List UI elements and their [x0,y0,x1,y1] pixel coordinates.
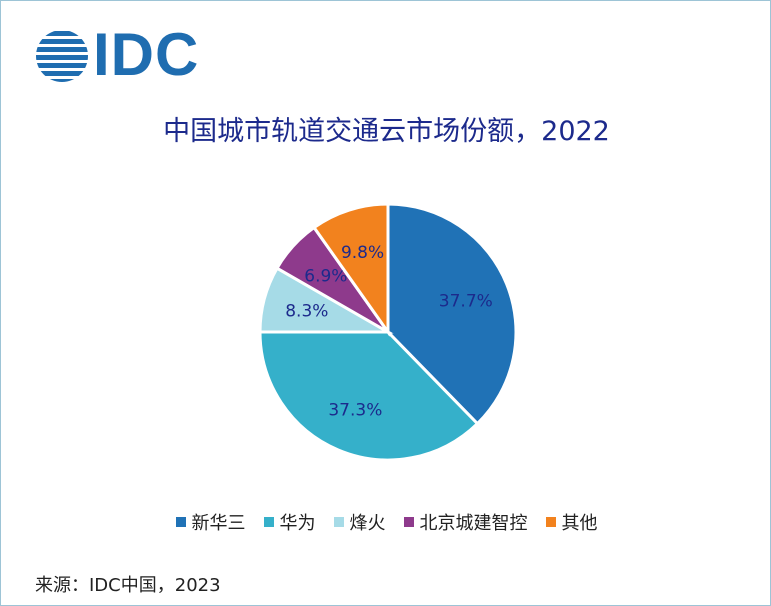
logo-text: IDC [93,21,200,88]
legend-item-1: 华为 [263,509,316,535]
chart-title: 中国城市轨道交通云市场份额，2022 [163,116,610,147]
slice-label-0: 37.7% [439,291,493,311]
pie-chart: 37.7% 37.3% 8.3% 6.9% 9.8% [258,202,518,462]
legend-swatch-1 [263,517,274,527]
legend-swatch-2 [333,517,344,527]
legend-swatch-3 [403,517,414,527]
pie-slice-1 [258,330,480,462]
legend-item-3: 北京城建智控 [403,509,528,535]
legend-swatch-0 [175,517,186,527]
legend-label-3: 北京城建智控 [419,513,528,534]
globe-icon [36,31,88,82]
legend-label-2: 烽火 [349,513,386,534]
legend-item-0: 新华三 [175,509,246,535]
legend-label-4: 其他 [561,513,598,534]
legend-label-1: 华为 [279,513,316,534]
legend-item-4: 其他 [545,509,598,535]
slice-label-1: 37.3% [328,400,382,420]
pie-slice-4 [311,202,390,337]
legend-item-2: 烽火 [333,509,386,535]
legend: 新华三 华为 烽火 北京城建智控 其他 [1,509,771,535]
slice-label-4: 9.8% [341,243,384,263]
legend-label-0: 新华三 [191,513,246,534]
pie-slice-0 [386,202,518,426]
legend-swatch-4 [545,517,556,527]
slice-label-3: 6.9% [304,266,347,286]
source-note: 来源：IDC中国，2023 [35,575,221,596]
slice-label-2: 8.3% [285,301,328,321]
